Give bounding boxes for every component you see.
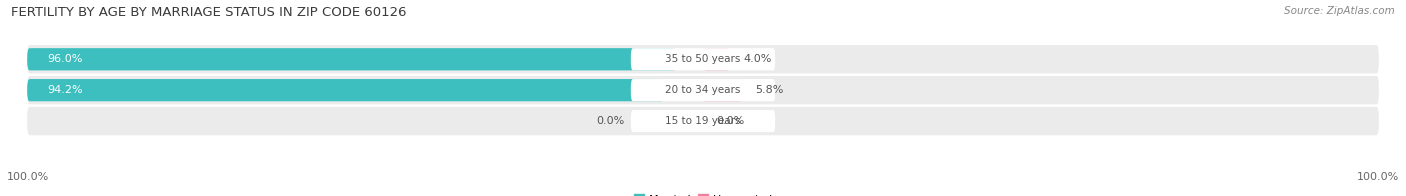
FancyBboxPatch shape	[27, 48, 676, 70]
Text: Source: ZipAtlas.com: Source: ZipAtlas.com	[1284, 6, 1395, 16]
FancyBboxPatch shape	[631, 79, 775, 101]
FancyBboxPatch shape	[27, 79, 664, 101]
Text: 0.0%: 0.0%	[596, 116, 624, 126]
Text: 20 to 34 years: 20 to 34 years	[665, 85, 741, 95]
Text: 100.0%: 100.0%	[1357, 172, 1399, 182]
Text: 100.0%: 100.0%	[7, 172, 49, 182]
FancyBboxPatch shape	[631, 110, 775, 132]
Text: 35 to 50 years: 35 to 50 years	[665, 54, 741, 64]
FancyBboxPatch shape	[27, 107, 1379, 135]
Text: 5.8%: 5.8%	[755, 85, 783, 95]
FancyBboxPatch shape	[27, 45, 1379, 74]
Text: 94.2%: 94.2%	[46, 85, 83, 95]
FancyBboxPatch shape	[703, 48, 730, 70]
Legend: Married, Unmarried: Married, Unmarried	[630, 190, 776, 196]
FancyBboxPatch shape	[631, 48, 775, 70]
Text: FERTILITY BY AGE BY MARRIAGE STATUS IN ZIP CODE 60126: FERTILITY BY AGE BY MARRIAGE STATUS IN Z…	[11, 6, 406, 19]
FancyBboxPatch shape	[27, 76, 1379, 104]
Text: 0.0%: 0.0%	[716, 116, 744, 126]
Text: 96.0%: 96.0%	[46, 54, 82, 64]
FancyBboxPatch shape	[703, 79, 742, 101]
Text: 4.0%: 4.0%	[744, 54, 772, 64]
Text: 15 to 19 years: 15 to 19 years	[665, 116, 741, 126]
